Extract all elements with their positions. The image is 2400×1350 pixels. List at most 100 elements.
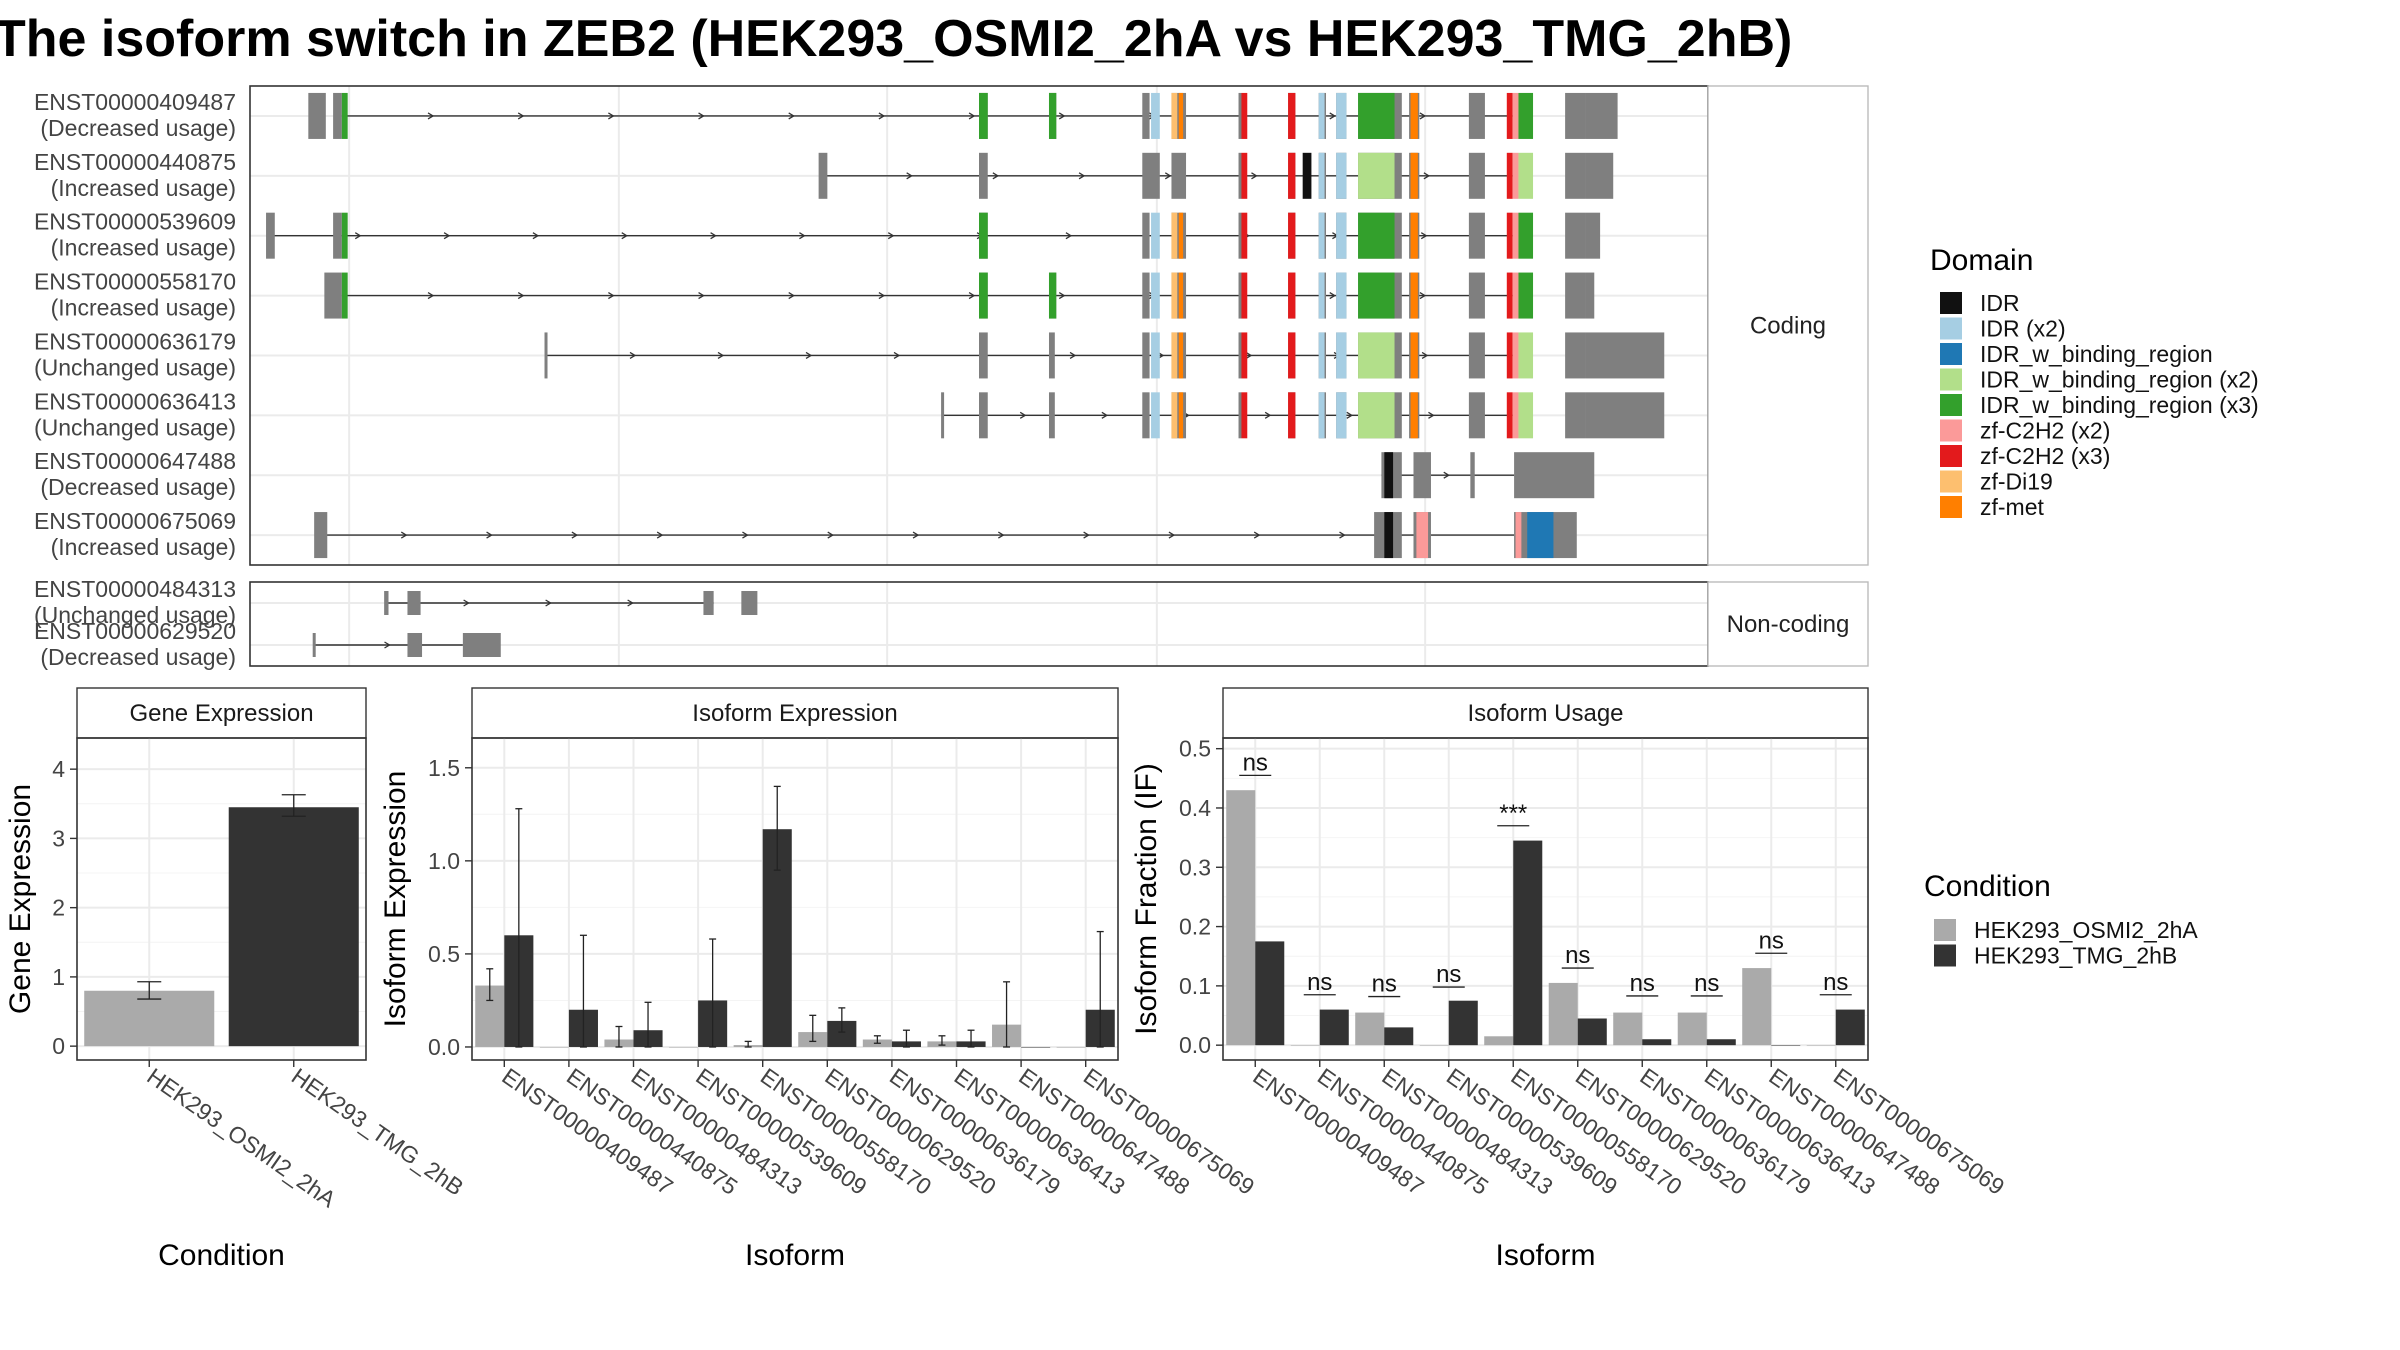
legend-label: IDR [1980, 290, 2020, 316]
domain-block [1318, 272, 1325, 319]
strand-arrow [608, 292, 615, 300]
bar [84, 990, 215, 1047]
domain-block [1171, 392, 1178, 439]
exon [333, 92, 342, 139]
domain-block [1241, 92, 1248, 139]
strand-arrow [443, 232, 451, 240]
panel-border [1222, 737, 1869, 1061]
isoform-expression-chart: Isoform Expression0.00.51.01.5ENST000004… [379, 687, 1259, 1272]
legend-key [1940, 292, 1962, 314]
strand-arrow [1058, 112, 1066, 120]
domain-block [1288, 152, 1296, 199]
isoform-id-label: ENST00000629520 [34, 618, 236, 644]
isoform-id-label: ENST00000647488 [34, 448, 236, 474]
domain-block [341, 272, 348, 319]
strand-arrow [710, 232, 717, 240]
domain-block [1416, 512, 1429, 559]
domain-block [1178, 212, 1184, 259]
y-tick-label: 1.0 [428, 848, 460, 874]
strand-arrow [1058, 292, 1066, 300]
significance-label: ns [1372, 971, 1397, 998]
exon [1238, 152, 1242, 199]
legend-key [1934, 944, 1956, 967]
exon [544, 332, 548, 379]
x-axis-title: Condition [158, 1239, 285, 1272]
exon [1585, 152, 1614, 199]
legend-label: HEK293_TMG_2hB [1974, 943, 2177, 969]
legend-label: zf-met [1980, 494, 2045, 520]
bar [1448, 1000, 1478, 1046]
exon [1048, 392, 1055, 439]
strand-arrow [742, 531, 749, 539]
x-axis-title: Isoform [1495, 1239, 1595, 1272]
exon [333, 212, 342, 259]
exon [818, 152, 828, 199]
domain-block [1512, 332, 1519, 379]
exon [1585, 92, 1618, 139]
legend-key [1934, 919, 1956, 941]
domain-block [1527, 512, 1554, 559]
strand-arrow [608, 112, 615, 120]
legend-key [1940, 419, 1962, 442]
domain-block [1506, 212, 1513, 259]
exon [1585, 332, 1665, 379]
exon [703, 591, 714, 615]
bar [1226, 790, 1256, 1046]
domain-block [1151, 272, 1160, 319]
exon [1565, 212, 1586, 259]
significance-label: ns [1243, 749, 1268, 776]
domain-block [1518, 332, 1534, 379]
domain-block [1178, 332, 1184, 379]
exon [1238, 332, 1242, 379]
strand-arrow [1443, 471, 1451, 479]
significance-label: *** [1499, 800, 1527, 827]
legend-label: IDR (x2) [1980, 316, 2066, 342]
facet-strip-label: Non-coding [1727, 611, 1850, 638]
y-tick-label: 0.3 [1179, 854, 1211, 880]
domain-block [1512, 152, 1519, 199]
exon [1468, 392, 1485, 439]
strand-arrow [1078, 172, 1086, 180]
strand-arrow [992, 172, 1000, 180]
strand-arrow [788, 112, 795, 120]
strand-arrow [698, 112, 705, 120]
isoform-usage-label: (Unchanged usage) [34, 354, 236, 380]
strand-arrow [532, 232, 540, 240]
strand-arrow [1168, 531, 1176, 539]
exon [979, 152, 988, 199]
strand-arrow [1251, 172, 1258, 180]
strand-arrow [545, 599, 552, 607]
domain-block [1518, 92, 1534, 139]
exon [941, 392, 945, 439]
domain-block [1336, 92, 1347, 139]
legend-label: IDR_w_binding_region (x2) [1980, 367, 2259, 393]
isoform-usage-label: (Unchanged usage) [34, 602, 236, 628]
exon [1238, 392, 1242, 439]
domain-block [1336, 392, 1347, 439]
exon [1142, 272, 1150, 319]
domain-block [1518, 392, 1534, 439]
significance-label: ns [1436, 961, 1461, 988]
domain-block [1358, 92, 1395, 139]
exon [1565, 332, 1586, 379]
bar [669, 1046, 699, 1048]
strand-arrow [1423, 172, 1431, 180]
domain-block [1506, 152, 1513, 199]
strand-arrow [486, 531, 493, 539]
y-tick-label: 0.4 [1179, 795, 1211, 821]
exon [1413, 452, 1431, 499]
exon [741, 591, 758, 615]
exon [979, 332, 988, 379]
bar [1384, 1027, 1414, 1046]
bar [1484, 1036, 1514, 1046]
exon [979, 392, 988, 439]
domain-block [1358, 392, 1395, 439]
isoform-id-label: ENST00000484313 [34, 576, 236, 602]
domain-block [1288, 392, 1296, 439]
legend-label: HEK293_OSMI2_2hA [1974, 917, 2198, 943]
domain-block [1336, 152, 1347, 199]
bar [1771, 1045, 1801, 1046]
strand-arrow [968, 112, 976, 120]
exon [1565, 392, 1586, 439]
